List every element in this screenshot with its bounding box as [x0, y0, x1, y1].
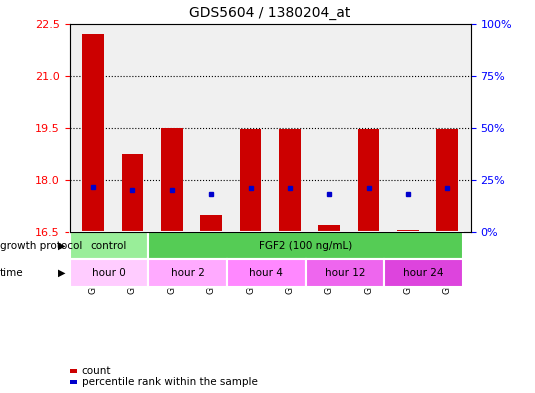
Bar	[397, 230, 419, 232]
Text: control: control	[91, 241, 127, 251]
Bar	[200, 215, 222, 232]
Text: count: count	[82, 366, 111, 376]
Bar	[70, 259, 148, 287]
Bar	[70, 232, 148, 259]
Bar	[318, 225, 340, 232]
Text: ▶: ▶	[58, 268, 65, 278]
Bar	[437, 129, 458, 232]
Bar	[227, 259, 305, 287]
Bar	[121, 154, 143, 232]
Text: hour 12: hour 12	[325, 268, 365, 278]
Text: FGF2 (100 ng/mL): FGF2 (100 ng/mL)	[259, 241, 352, 251]
Text: growth protocol: growth protocol	[0, 241, 82, 251]
Bar	[384, 259, 463, 287]
Bar	[148, 259, 227, 287]
Title: GDS5604 / 1380204_at: GDS5604 / 1380204_at	[189, 6, 351, 20]
Bar	[240, 129, 261, 232]
Text: hour 4: hour 4	[249, 268, 283, 278]
Bar	[305, 259, 384, 287]
Bar	[161, 128, 182, 232]
Text: hour 24: hour 24	[403, 268, 444, 278]
Text: hour 2: hour 2	[171, 268, 204, 278]
Bar	[358, 129, 379, 232]
Bar	[279, 129, 301, 232]
Text: time: time	[0, 268, 24, 278]
Text: hour 0: hour 0	[92, 268, 126, 278]
Bar	[148, 232, 463, 259]
Text: ▶: ▶	[58, 241, 65, 251]
Text: percentile rank within the sample: percentile rank within the sample	[82, 376, 258, 387]
Bar	[82, 34, 104, 232]
